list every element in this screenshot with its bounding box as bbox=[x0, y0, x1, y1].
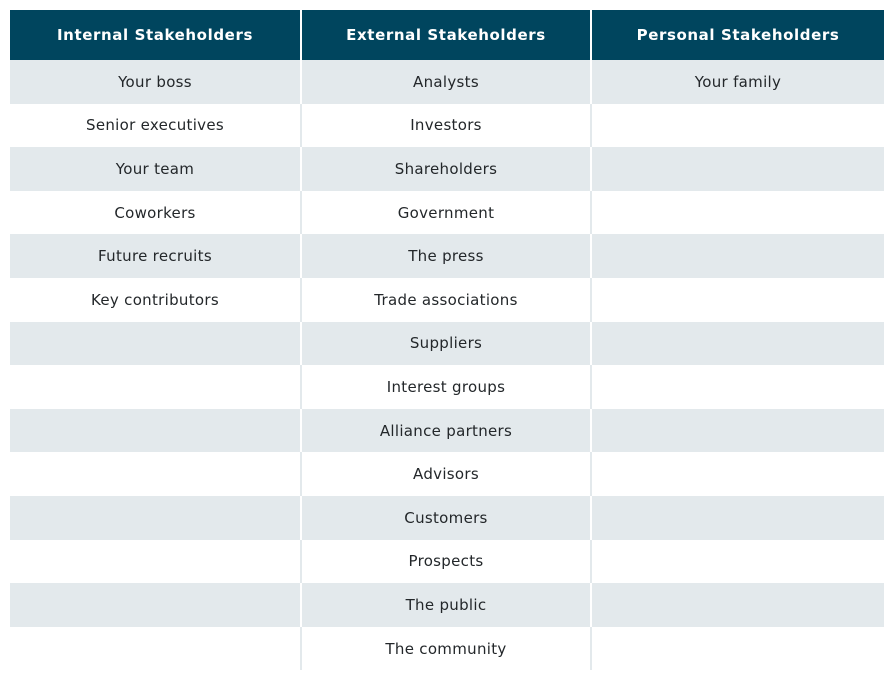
table-cell bbox=[592, 496, 884, 540]
table-row: Suppliers bbox=[10, 321, 884, 366]
table-cell bbox=[592, 191, 884, 235]
table-cell bbox=[592, 104, 884, 148]
table-cell: Shareholders bbox=[300, 147, 592, 191]
table-cell: The community bbox=[300, 626, 592, 671]
table-cell bbox=[592, 409, 884, 453]
table-cell bbox=[592, 147, 884, 191]
table-cell: Your boss bbox=[118, 72, 192, 91]
table-row: Customers bbox=[10, 495, 884, 540]
table-cell bbox=[10, 583, 300, 627]
table-cell: Customers bbox=[300, 495, 592, 540]
table-cell: Future recruits bbox=[98, 247, 212, 266]
header-personal-stakeholders: Personal Stakeholders bbox=[636, 26, 840, 44]
header-internal-stakeholders: Internal Stakeholders bbox=[57, 26, 253, 44]
stakeholders-table: Internal Stakeholders External Stakehold… bbox=[10, 10, 884, 671]
table-cell bbox=[10, 496, 300, 540]
table-cell bbox=[10, 540, 300, 584]
table-row: Coworkers Government bbox=[10, 190, 884, 235]
table-row: Your team Shareholders bbox=[10, 147, 884, 191]
table-cell bbox=[10, 365, 300, 409]
table-cell: Your family bbox=[694, 72, 782, 91]
table-cell bbox=[592, 452, 884, 496]
table-cell: Advisors bbox=[300, 452, 592, 496]
table-cell: Your team bbox=[115, 159, 195, 178]
table-cell: Alliance partners bbox=[300, 408, 592, 453]
table-row: Advisors bbox=[10, 452, 884, 496]
table-row: The community bbox=[10, 626, 884, 671]
table-row: The public bbox=[10, 583, 884, 627]
table-cell: Investors bbox=[300, 103, 592, 148]
table-cell: Senior executives bbox=[86, 116, 224, 135]
table-header-row: Internal Stakeholders External Stakehold… bbox=[10, 10, 884, 60]
table-row: Prospects bbox=[10, 539, 884, 584]
table-cell bbox=[592, 365, 884, 409]
table-cell bbox=[10, 322, 300, 366]
table-cell: Suppliers bbox=[300, 321, 592, 366]
table-cell: Coworkers bbox=[114, 203, 196, 222]
table-row: Future recruits The press bbox=[10, 234, 884, 278]
table-cell: The press bbox=[300, 234, 592, 278]
table-cell: Trade associations bbox=[300, 277, 592, 322]
table-cell bbox=[592, 278, 884, 322]
table-row: Alliance partners bbox=[10, 408, 884, 453]
header-external-stakeholders: External Stakeholders bbox=[300, 10, 592, 60]
table-cell bbox=[592, 583, 884, 627]
table-row: Interest groups bbox=[10, 365, 884, 409]
table-cell: Government bbox=[300, 190, 592, 235]
table-row: Your boss Analysts Your family bbox=[10, 60, 884, 104]
table-cell bbox=[592, 322, 884, 366]
table-row: Key contributors Trade associations bbox=[10, 277, 884, 322]
table-cell bbox=[10, 452, 300, 496]
table-cell: Prospects bbox=[300, 539, 592, 584]
table-row: Senior executives Investors bbox=[10, 103, 884, 148]
table-cell: Interest groups bbox=[300, 365, 592, 409]
table-cell bbox=[592, 540, 884, 584]
table-cell: Analysts bbox=[300, 60, 592, 104]
table-cell bbox=[592, 627, 884, 671]
table-cell: Key contributors bbox=[91, 290, 219, 309]
table-cell bbox=[592, 234, 884, 278]
table-cell: The public bbox=[300, 583, 592, 627]
table-cell bbox=[10, 627, 300, 671]
table-cell bbox=[10, 409, 300, 453]
